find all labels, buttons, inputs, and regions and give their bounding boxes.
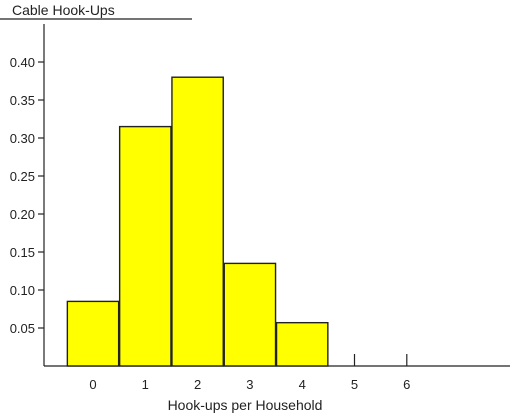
y-tick-label: 0.10 <box>10 283 35 298</box>
x-tick-label: 6 <box>403 377 410 392</box>
bar-3 <box>223 262 277 367</box>
chart-title: Cable Hook-Ups <box>12 2 115 18</box>
x-tick-label: 5 <box>351 377 358 392</box>
y-tick-label: 0.30 <box>10 131 35 146</box>
y-tick-label: 0.05 <box>10 321 35 336</box>
bar-0 <box>66 300 120 367</box>
x-tick-label: 2 <box>194 377 201 392</box>
x-tick-label: 3 <box>246 377 253 392</box>
x-tick-label: 0 <box>89 377 96 392</box>
bar-1 <box>118 125 172 367</box>
y-tick-label: 0.20 <box>10 207 35 222</box>
bar-2 <box>171 76 224 367</box>
y-tick-label: 0.40 <box>10 55 35 70</box>
y-tick-label: 0.25 <box>10 169 35 184</box>
x-tick-label: 4 <box>299 377 306 392</box>
y-tick-label: 0.35 <box>10 93 35 108</box>
bar-4 <box>275 321 329 367</box>
bars <box>66 76 329 367</box>
x-axis-label: Hook-ups per Household <box>168 397 323 413</box>
x-tick-label: 1 <box>142 377 149 392</box>
y-tick-label: 0.15 <box>10 245 35 260</box>
y-axis: 0.05 0.10 0.15 0.20 0.25 0.30 0.35 0.40 <box>10 24 45 366</box>
